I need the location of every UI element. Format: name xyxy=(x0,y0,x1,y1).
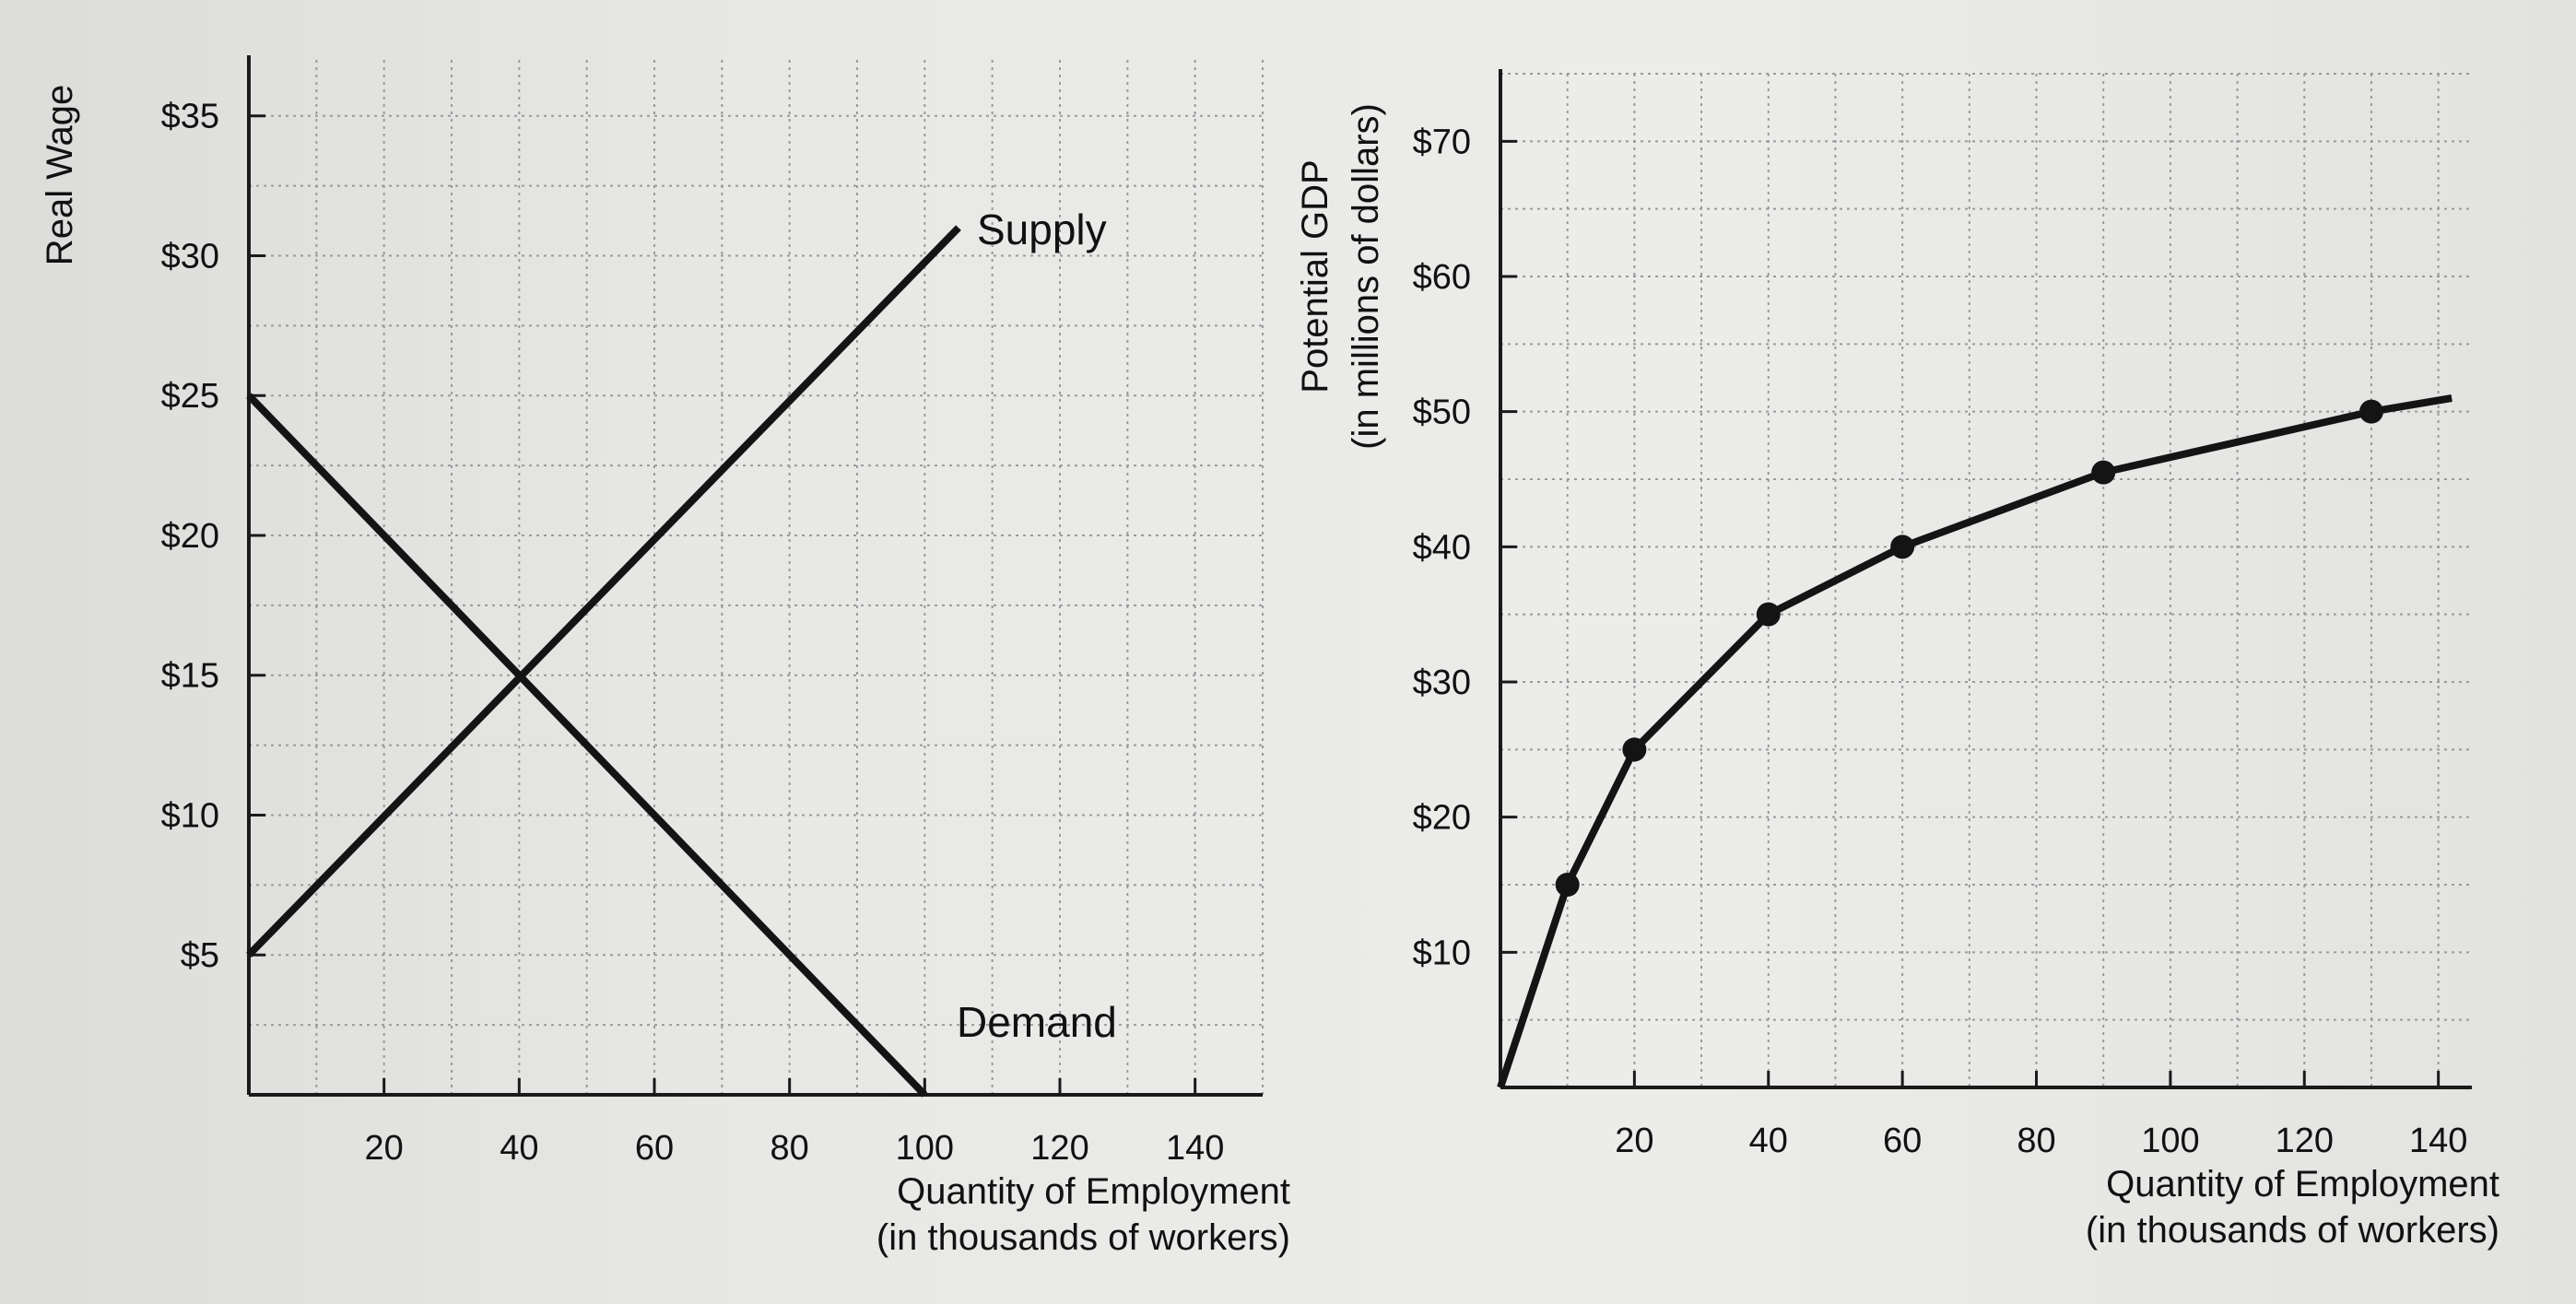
x-tick-label: 100 xyxy=(896,1129,954,1168)
chart-2: 20 40 60 80 100 120 140 $10 $20 $30 $40 $50 $60 $70 Qu… xyxy=(1295,69,2500,1251)
y-tick-label: $50 xyxy=(1413,394,1471,432)
x-tick-label: 60 xyxy=(1883,1122,1922,1160)
y-tick-label: $30 xyxy=(161,237,219,276)
series-line-supply xyxy=(246,225,961,958)
y-axis-title: Real Wage xyxy=(40,85,80,265)
series-line-demand xyxy=(246,393,928,1098)
series-line-1 xyxy=(1497,394,2452,1089)
x-tick-label: 120 xyxy=(1030,1129,1088,1168)
y-axis-title-group: Real Wage xyxy=(40,85,80,265)
y-tick-label: $10 xyxy=(161,796,219,835)
y-tick-label: $20 xyxy=(1413,799,1471,838)
x-tick-label: 20 xyxy=(365,1129,404,1168)
y-axis-title-group: Potential GDP (in millions of dollars) xyxy=(1295,103,1386,450)
y-tick-label: $20 xyxy=(161,517,219,556)
x-axis-subtitle: (in thousands of workers) xyxy=(876,1217,1290,1258)
y-tick-label: $10 xyxy=(1413,934,1471,972)
data-point-marker xyxy=(1890,535,1915,559)
x-tick-label: 140 xyxy=(2409,1122,2467,1160)
x-tick-label: 40 xyxy=(1749,1122,1788,1160)
y-tick-label: $15 xyxy=(161,657,219,696)
data-point-marker xyxy=(1622,737,1647,762)
data-point-marker xyxy=(1756,602,1781,627)
x-axis-title: Quantity of Employment xyxy=(2106,1164,2500,1204)
y-tick-label: $70 xyxy=(1413,123,1471,161)
y-axis-subtitle: (in millions of dollars) xyxy=(1346,103,1386,450)
x-axis-subtitle: (in thousands of workers) xyxy=(2086,1210,2500,1251)
x-tick-label: 140 xyxy=(1166,1129,1224,1168)
x-tick-label: 80 xyxy=(2017,1122,2055,1160)
x-tick-label: 40 xyxy=(500,1129,538,1168)
x-tick-label: 60 xyxy=(635,1129,674,1168)
y-tick-label: $40 xyxy=(1413,528,1471,567)
y-tick-label: $35 xyxy=(161,98,219,136)
series-label-supply: Supply xyxy=(977,206,1107,253)
y-tick-label: $5 xyxy=(181,936,219,975)
y-tick-label: $25 xyxy=(161,377,219,416)
x-tick-label: 20 xyxy=(1615,1122,1653,1160)
x-tick-label: 120 xyxy=(2276,1122,2334,1160)
x-tick-label: 80 xyxy=(770,1129,809,1168)
data-point-marker xyxy=(2358,399,2383,424)
y-tick-label: $60 xyxy=(1413,258,1471,297)
chart-1: 20 40 60 80 100 120 140 $5 $10 $15 $20 $25 $30 $35 Qua… xyxy=(40,55,1290,1258)
data-point-marker xyxy=(2091,460,2116,485)
y-tick-label: $30 xyxy=(1413,664,1471,702)
y-axis-title: Potential GDP xyxy=(1295,159,1335,393)
x-axis-title: Quantity of Employment xyxy=(897,1171,1290,1212)
series-label-demand: Demand xyxy=(957,998,1117,1046)
data-point-marker xyxy=(1555,873,1580,897)
x-tick-label: 100 xyxy=(2141,1122,2199,1160)
